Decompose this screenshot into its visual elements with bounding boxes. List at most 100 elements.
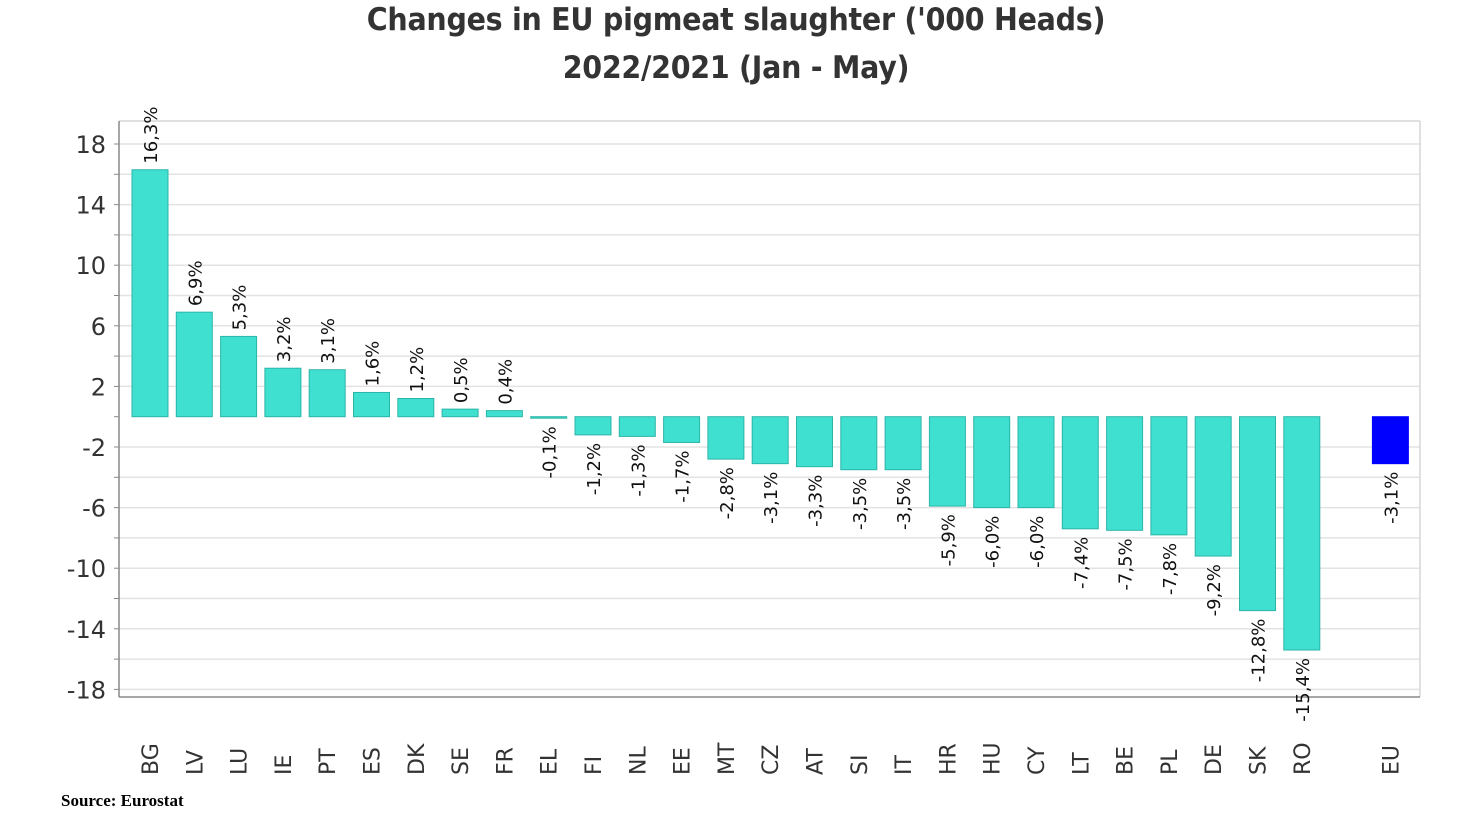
x-tick-label: ES: [361, 747, 386, 775]
y-tick-label: -10: [67, 555, 106, 583]
data-label: -0,1%: [540, 426, 561, 478]
axes: 18 14 10 6 2 -2 -6 -10 -14 -18 BG LV LU IE PT ES DK SE FR E…: [67, 121, 1420, 775]
bar-es: [353, 391, 390, 418]
data-label: -3,3%: [806, 475, 827, 527]
bar-hr: [928, 416, 966, 507]
data-label: -15,4%: [1293, 658, 1314, 722]
data-label: 16,3%: [141, 107, 162, 164]
bar-cz: [751, 416, 789, 465]
bar-el: [530, 416, 568, 419]
x-tick-label: PT: [316, 748, 341, 775]
data-label: -2,8%: [717, 467, 738, 519]
y-tick-label: 14: [75, 192, 106, 220]
bar-be: [1106, 416, 1144, 531]
bar-cy: [1017, 416, 1055, 509]
data-label: 0,5%: [451, 357, 472, 403]
bar-lu: [220, 335, 258, 418]
x-tick-label: LV: [183, 750, 208, 775]
x-tick-label: SE: [449, 747, 474, 775]
data-label: -9,2%: [1204, 564, 1225, 616]
data-label: -3,5%: [850, 478, 871, 530]
bars: [131, 169, 1409, 651]
y-tick-label: 18: [75, 131, 106, 159]
x-tick-label: EU: [1379, 745, 1404, 775]
data-label: -1,3%: [628, 444, 649, 496]
y-tick-label: 6: [91, 313, 106, 341]
bar-fr: [485, 410, 523, 418]
bar-it: [884, 416, 922, 471]
x-tick-label: SI: [848, 755, 873, 775]
x-tick-label: MT: [715, 742, 740, 775]
data-labels: 16,3% 6,9% 5,3% 3,2% 3,1% 1,6% 1,2% 0,5% 0,4% -0,…: [141, 107, 1402, 722]
x-tick-label: BE: [1114, 746, 1139, 775]
data-label: 3,2%: [274, 316, 295, 362]
source-note: Source: Eurostat: [61, 791, 184, 810]
data-label: 1,2%: [407, 347, 428, 393]
bar-mt: [707, 416, 745, 460]
data-label: -3,5%: [894, 478, 915, 530]
bar-ee: [663, 416, 701, 443]
bar-ie: [264, 367, 302, 418]
data-label: 0,4%: [495, 359, 516, 405]
data-label: 5,3%: [230, 285, 251, 331]
bar-si: [840, 416, 878, 471]
bar-nl: [618, 416, 656, 437]
bar-pt: [308, 369, 346, 418]
bar-bg: [131, 169, 169, 418]
x-tick-label: HU: [981, 742, 1006, 775]
bar-lv: [175, 311, 213, 418]
bar-sk: [1239, 416, 1276, 612]
data-label: -1,2%: [584, 443, 605, 495]
data-label: -5,9%: [938, 514, 959, 566]
x-tick-label: NL: [626, 746, 651, 775]
x-tick-label: IT: [892, 755, 917, 775]
data-label: -12,8%: [1249, 619, 1270, 683]
chart-subtitle: 2022/2021 (Jan - May): [562, 50, 910, 86]
data-label: -3,1%: [1381, 472, 1402, 524]
data-label: -7,5%: [1116, 538, 1137, 590]
bar-at: [796, 416, 833, 468]
data-label: -7,8%: [1160, 543, 1181, 595]
x-tick-label: SK: [1247, 746, 1272, 775]
x-tick-label: AT: [804, 748, 829, 775]
data-label: 1,6%: [363, 341, 384, 387]
x-tick-label: CZ: [759, 745, 784, 775]
x-tick-label: HR: [936, 743, 961, 775]
x-tick-label: BG: [139, 743, 164, 775]
bar-eu: [1371, 416, 1409, 465]
data-label: -1,7%: [673, 450, 694, 502]
x-tick-label: LT: [1069, 752, 1094, 775]
bar-lt: [1061, 416, 1099, 530]
x-tick-label: FI: [582, 756, 607, 775]
x-tick-label: PL: [1158, 749, 1183, 775]
y-tick-label: 10: [75, 252, 106, 280]
data-label: -7,4%: [1071, 537, 1092, 589]
bar-pl: [1150, 416, 1188, 536]
x-tick-label: RO: [1291, 742, 1316, 775]
data-label: -6,0%: [1027, 516, 1048, 568]
x-tick-label: EE: [671, 747, 696, 775]
x-tick-label: DK: [405, 743, 430, 775]
data-label: -3,1%: [761, 472, 782, 524]
y-tick-label: -2: [82, 434, 106, 462]
data-label: -6,0%: [983, 516, 1004, 568]
bar-dk: [397, 398, 435, 418]
x-tick-label: EL: [538, 748, 563, 775]
y-tick-label: -18: [67, 676, 106, 704]
x-tick-label: IE: [272, 755, 297, 775]
y-tick-label: 2: [91, 373, 106, 401]
y-tick-label: -14: [67, 616, 106, 644]
data-label: 3,1%: [318, 318, 339, 364]
bar-se: [441, 408, 479, 418]
bar-hu: [973, 416, 1011, 509]
x-tick-label: FR: [493, 747, 518, 775]
bar-ro: [1283, 416, 1321, 651]
bar-de: [1194, 416, 1232, 557]
x-tick-label: CY: [1025, 746, 1050, 775]
chart-title: Changes in EU pigmeat slaughter ('000 He…: [366, 2, 1106, 38]
bar-fi: [574, 416, 612, 436]
y-tick-label: -6: [82, 495, 106, 523]
x-tick-label: LU: [228, 748, 253, 775]
x-tick-label: DE: [1202, 744, 1227, 775]
